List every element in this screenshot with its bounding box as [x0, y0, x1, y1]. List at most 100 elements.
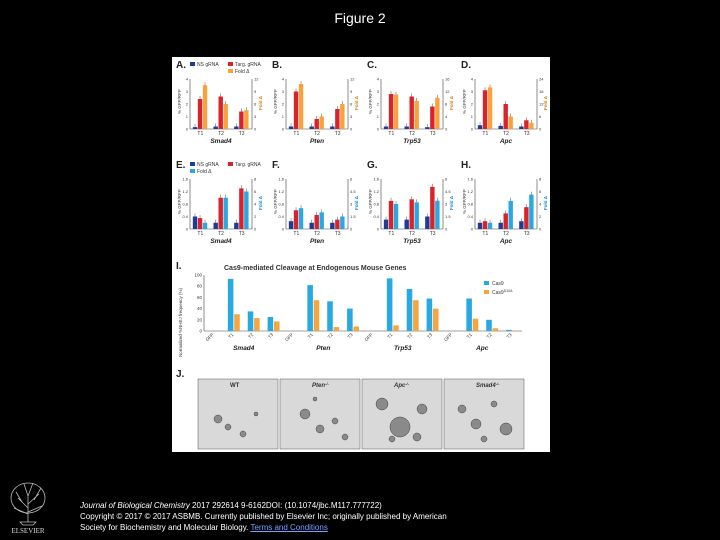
panel-i-chart: Cas9-mediated Cleavage at Endogenous Mou…	[178, 265, 522, 357]
y2-tick-label: 2	[254, 214, 257, 219]
panel-i-bar-d10a	[273, 321, 280, 331]
panel-i-bar-d10a	[313, 300, 320, 331]
bar	[192, 216, 198, 229]
bar	[218, 197, 223, 229]
panel-i-bar-cas9	[227, 278, 234, 331]
y-axis-label: % GFP/RFP	[177, 89, 182, 114]
y-tick-label: 1.2	[182, 189, 188, 194]
y-axis-label: % GFP/RFP	[177, 189, 182, 214]
panel-letter-b: B.	[272, 60, 282, 71]
panel-j-label-text: Smad4	[476, 383, 496, 389]
y-tick-label: 2	[186, 102, 189, 107]
elsevier-logo-text: ELSEVIER	[11, 527, 44, 535]
panel-i-ylabel: Normalized %NHEJ frequency (%)	[178, 287, 183, 357]
bar	[319, 116, 324, 129]
panel-letter-f: F.	[272, 160, 280, 171]
bar	[508, 116, 513, 129]
y2-tick-label: 6	[539, 114, 542, 119]
x-tick-label: T3	[335, 231, 341, 237]
bar	[298, 84, 304, 129]
bar	[309, 222, 314, 229]
bar	[309, 126, 314, 129]
terms-link[interactable]: Terms and Conditions	[250, 523, 328, 532]
panel-j-image-0: WT	[197, 378, 279, 450]
legend-fold-label: Fold Δ	[235, 69, 250, 75]
y2-tick-label: 6	[539, 189, 542, 194]
bar	[435, 97, 440, 129]
y2-tick-label: 12	[539, 102, 544, 107]
panel-i-bar-cas9	[506, 329, 512, 331]
y-tick-label: 0	[471, 227, 474, 232]
bar	[425, 127, 430, 129]
panel-i-bar-d10a	[432, 308, 439, 331]
panel-i-bar-cas9	[307, 285, 313, 331]
bar	[430, 186, 435, 229]
panel-j-label-text: Apc	[393, 383, 406, 389]
y-tick-label: 3	[377, 89, 380, 94]
y-tick-label: 4	[377, 77, 380, 82]
panel-i-bar-cas9	[386, 278, 393, 331]
panel-j-label-text: WT	[230, 383, 240, 389]
x-tick-label: T2	[218, 131, 224, 137]
bar	[330, 126, 335, 129]
elsevier-logo: ELSEVIER	[6, 478, 50, 536]
legend-mid: NS gRNA Targ. gRNA Fold Δ	[190, 162, 262, 175]
bar	[482, 221, 488, 229]
chart-c: % GFP/RFP Fold Δ 0 0 1 4 2 8 3 12 4 16 T1 T2 T3 Trp53	[368, 77, 454, 146]
panel-i-legend-d10a: Cas9D10A	[492, 289, 513, 296]
organoid	[224, 423, 232, 431]
panel-i-bar-cas9	[327, 301, 333, 331]
bar	[430, 106, 435, 129]
y-tick-label: 0.4	[467, 214, 473, 219]
bar	[239, 111, 244, 129]
x-tick-label: T3	[239, 131, 245, 137]
panel-i-bar-cas9	[486, 319, 492, 331]
y-tick-label: 0	[186, 227, 189, 232]
y2-tick-label: 3	[445, 202, 448, 207]
bar	[524, 207, 529, 229]
panel-i-bar-d10a	[492, 328, 499, 331]
bar	[234, 126, 239, 129]
panel-i-x-tick: T2	[247, 332, 255, 340]
micrograph-frame	[197, 378, 279, 450]
bar	[314, 214, 319, 229]
y-tick-label: 0	[377, 227, 380, 232]
x-tick-label: T2	[503, 231, 509, 237]
panel-i-y-tick: 100	[194, 273, 202, 278]
bar	[202, 222, 208, 229]
y2-axis-label: Fold Δ	[449, 95, 454, 110]
y-tick-label: 0.4	[278, 214, 284, 219]
chart-e: % GFP/RFP Fold Δ 0 0 0.4 2 0.8 4 1.2 6 1.6 8 T1 T2 T3 S…	[177, 177, 263, 246]
y-tick-label: 1.2	[278, 189, 284, 194]
bar	[508, 200, 513, 229]
panel-i-bar-d10a	[472, 318, 479, 331]
y-tick-label: 0.4	[182, 214, 188, 219]
panel-letter-a: A.	[176, 60, 186, 71]
bar	[244, 110, 249, 129]
bar	[239, 188, 244, 229]
y-axis-label: % GFP/RFP	[368, 189, 373, 214]
bar	[435, 200, 440, 229]
organoid	[416, 403, 428, 415]
y-tick-label: 1.6	[278, 177, 284, 182]
x-tick-label: T2	[218, 231, 224, 237]
bar	[388, 94, 394, 129]
micrograph-frame	[279, 378, 361, 450]
panel-i-bar-d10a	[512, 330, 519, 331]
organoid	[480, 435, 488, 443]
y-tick-label: 2	[282, 102, 285, 107]
y-tick-label: 0.8	[373, 202, 379, 207]
x-tick-label: T1	[197, 131, 203, 137]
y-tick-label: 1.6	[373, 177, 379, 182]
organoid	[457, 404, 467, 414]
panel-i-x-tick: T2	[486, 332, 494, 340]
chart-b: % GFP/RFP Fold Δ 0 0 1 3 2 6 3 9 4 12 T1 T2 T3 Pten	[273, 77, 359, 146]
panel-j-image-3: Smad4-/-	[443, 378, 525, 450]
figure-title: Figure 2	[334, 10, 386, 26]
x-tick-label: T2	[503, 131, 509, 137]
bar	[487, 87, 493, 129]
bar	[409, 199, 414, 229]
y-tick-label: 1.2	[467, 189, 473, 194]
bar	[404, 126, 409, 129]
